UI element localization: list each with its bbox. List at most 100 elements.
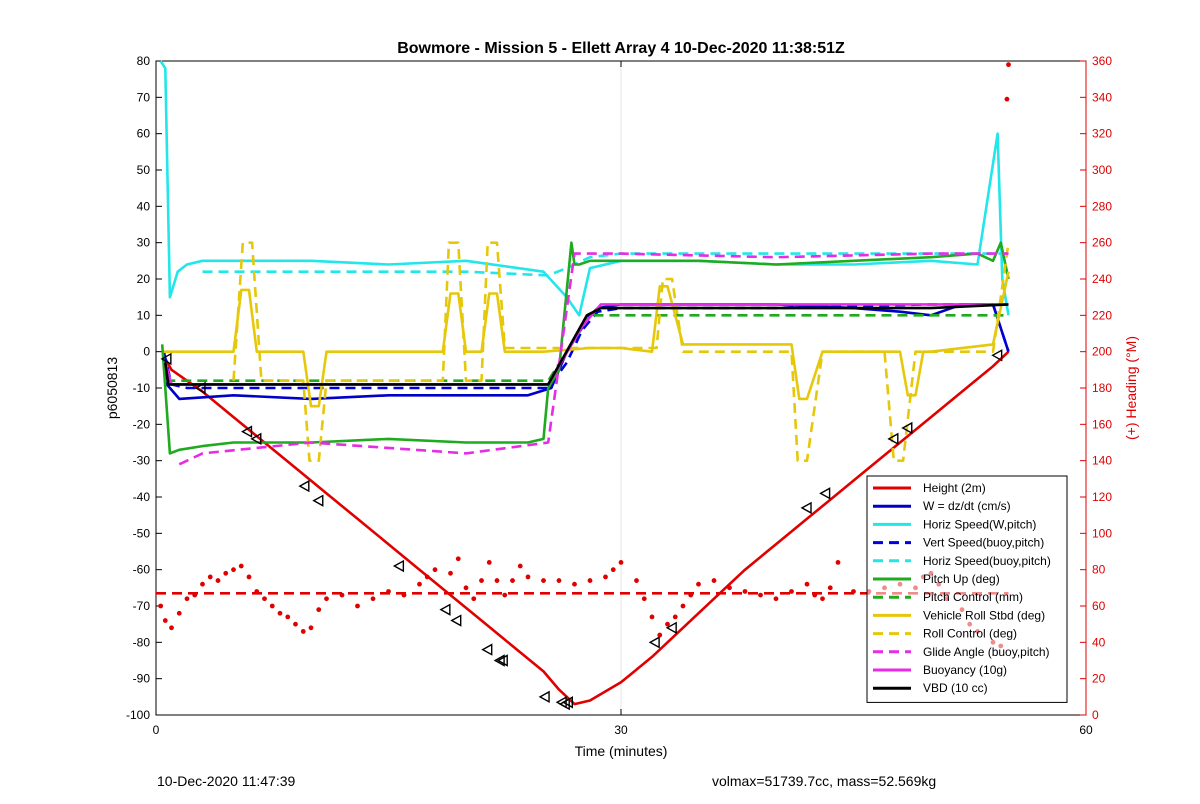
heading-point (308, 625, 314, 631)
x-tick-label: 30 (614, 723, 628, 737)
triangle-marker (665, 621, 677, 634)
triangle-marker (901, 421, 913, 435)
legend-entry: Height (2m) (923, 481, 986, 495)
heading-point (158, 603, 164, 609)
legend-entry: VBD (10 cc) (923, 681, 988, 695)
heading-point (525, 574, 531, 580)
axis-ticks: 0 30 60-100-90-80-70-60-50-40-30-20-100102… (126, 54, 1112, 737)
y2-tick-label: 80 (1092, 563, 1106, 577)
y2-tick-label: 120 (1092, 490, 1112, 504)
legend-entry: Vert Speed(buoy,pitch) (923, 536, 1044, 550)
series-vbd-10-cc (164, 303, 1009, 386)
heading-point (448, 570, 453, 576)
y-tick-label: -80 (133, 635, 151, 649)
heading-point (184, 596, 190, 602)
y2-axis-label: (+) Heading (°M) (1123, 336, 1139, 440)
series-horiz-speed-buoy-pitch (202, 252, 1009, 277)
legend-entry: Pitch Control (mm) (923, 590, 1023, 604)
triangle-marker (481, 643, 493, 656)
triangle-marker (819, 487, 831, 500)
legend-entry: Pitch Up (deg) (923, 572, 1000, 586)
heading-point (758, 592, 763, 598)
heading-point (696, 581, 701, 587)
triangle-marker (493, 654, 505, 667)
heading-point (672, 614, 678, 620)
heading-point (618, 560, 624, 565)
triangle-marker (450, 614, 462, 627)
heading-point (417, 581, 422, 587)
y-axis-label: p6050813 (104, 357, 120, 420)
heading-point (207, 574, 213, 580)
heading-point (603, 574, 608, 580)
heading-point (641, 596, 647, 602)
heading-point (587, 578, 593, 583)
series-roll-control-deg (232, 241, 1010, 463)
heading-point (556, 578, 562, 583)
legend-entry: Roll Control (deg) (923, 627, 1017, 641)
heading-point (827, 585, 833, 591)
heading-point (215, 578, 221, 583)
triangle-marker (392, 559, 405, 573)
y2-tick-label: 240 (1092, 272, 1112, 286)
y2-tick-label: 20 (1092, 672, 1106, 686)
y-tick-label: -30 (133, 454, 151, 468)
heading-point (455, 556, 461, 562)
heading-point (238, 563, 244, 569)
heading-point (262, 596, 267, 602)
heading-point (835, 560, 841, 565)
triangle-marker (160, 352, 172, 366)
footer-volmax-mass: volmax=51739.7cc, mass=52.569kg (712, 773, 937, 789)
heading-point (1004, 96, 1010, 102)
y-tick-label: 80 (137, 54, 151, 68)
heading-point (285, 614, 291, 620)
y2-tick-label: 200 (1092, 345, 1112, 359)
heading-point (324, 596, 329, 602)
triangle-marker (561, 696, 573, 709)
y2-tick-label: 60 (1092, 599, 1106, 613)
y-tick-label: 70 (137, 90, 151, 104)
heading-point (169, 625, 174, 631)
y-tick-label: -90 (133, 672, 151, 686)
heading-point (176, 610, 182, 616)
triangle-marker (250, 432, 262, 446)
heading-point (1006, 62, 1011, 68)
heading-point (479, 578, 484, 583)
y-tick-label: 40 (137, 199, 151, 213)
heading-point (789, 589, 794, 594)
y-tick-label: -10 (133, 381, 151, 395)
heading-point (634, 578, 639, 583)
y-tick-label: -60 (133, 563, 151, 577)
heading-point (649, 614, 655, 620)
heading-point (223, 570, 229, 576)
heading-point (494, 578, 500, 583)
series-height-2m (164, 350, 1010, 706)
series-vehicle-roll-stbd-deg (163, 271, 1010, 408)
triangle-marker (887, 432, 899, 446)
heading-point (680, 603, 686, 609)
y-tick-label: -50 (133, 526, 151, 540)
y2-tick-label: 40 (1092, 635, 1106, 649)
y-tick-label: 50 (137, 163, 151, 177)
triangle-marker (298, 479, 310, 493)
legend-entry: Vehicle Roll Stbd (deg) (923, 608, 1045, 622)
y2-tick-label: 180 (1092, 381, 1112, 395)
triangle-marker (439, 603, 451, 616)
heading-point (424, 574, 430, 580)
heading-point (657, 632, 663, 638)
heading-point (502, 592, 508, 598)
triangle-marker (800, 501, 812, 515)
heading-point (200, 581, 205, 587)
triangle-marker (312, 494, 324, 507)
x-axis-label: Time (minutes) (575, 743, 668, 759)
heading-point (742, 589, 748, 594)
footer-timestamp: 10-Dec-2020 11:47:39 (157, 773, 296, 789)
triangle-markers (160, 349, 1003, 711)
heading-point (610, 567, 616, 573)
heading-point (517, 563, 523, 569)
heading-point (277, 610, 283, 616)
legend-entry: Horiz Speed(W,pitch) (923, 517, 1036, 531)
y2-tick-label: 280 (1092, 199, 1112, 213)
legend-box (866, 475, 1068, 703)
heading-point (246, 574, 252, 580)
